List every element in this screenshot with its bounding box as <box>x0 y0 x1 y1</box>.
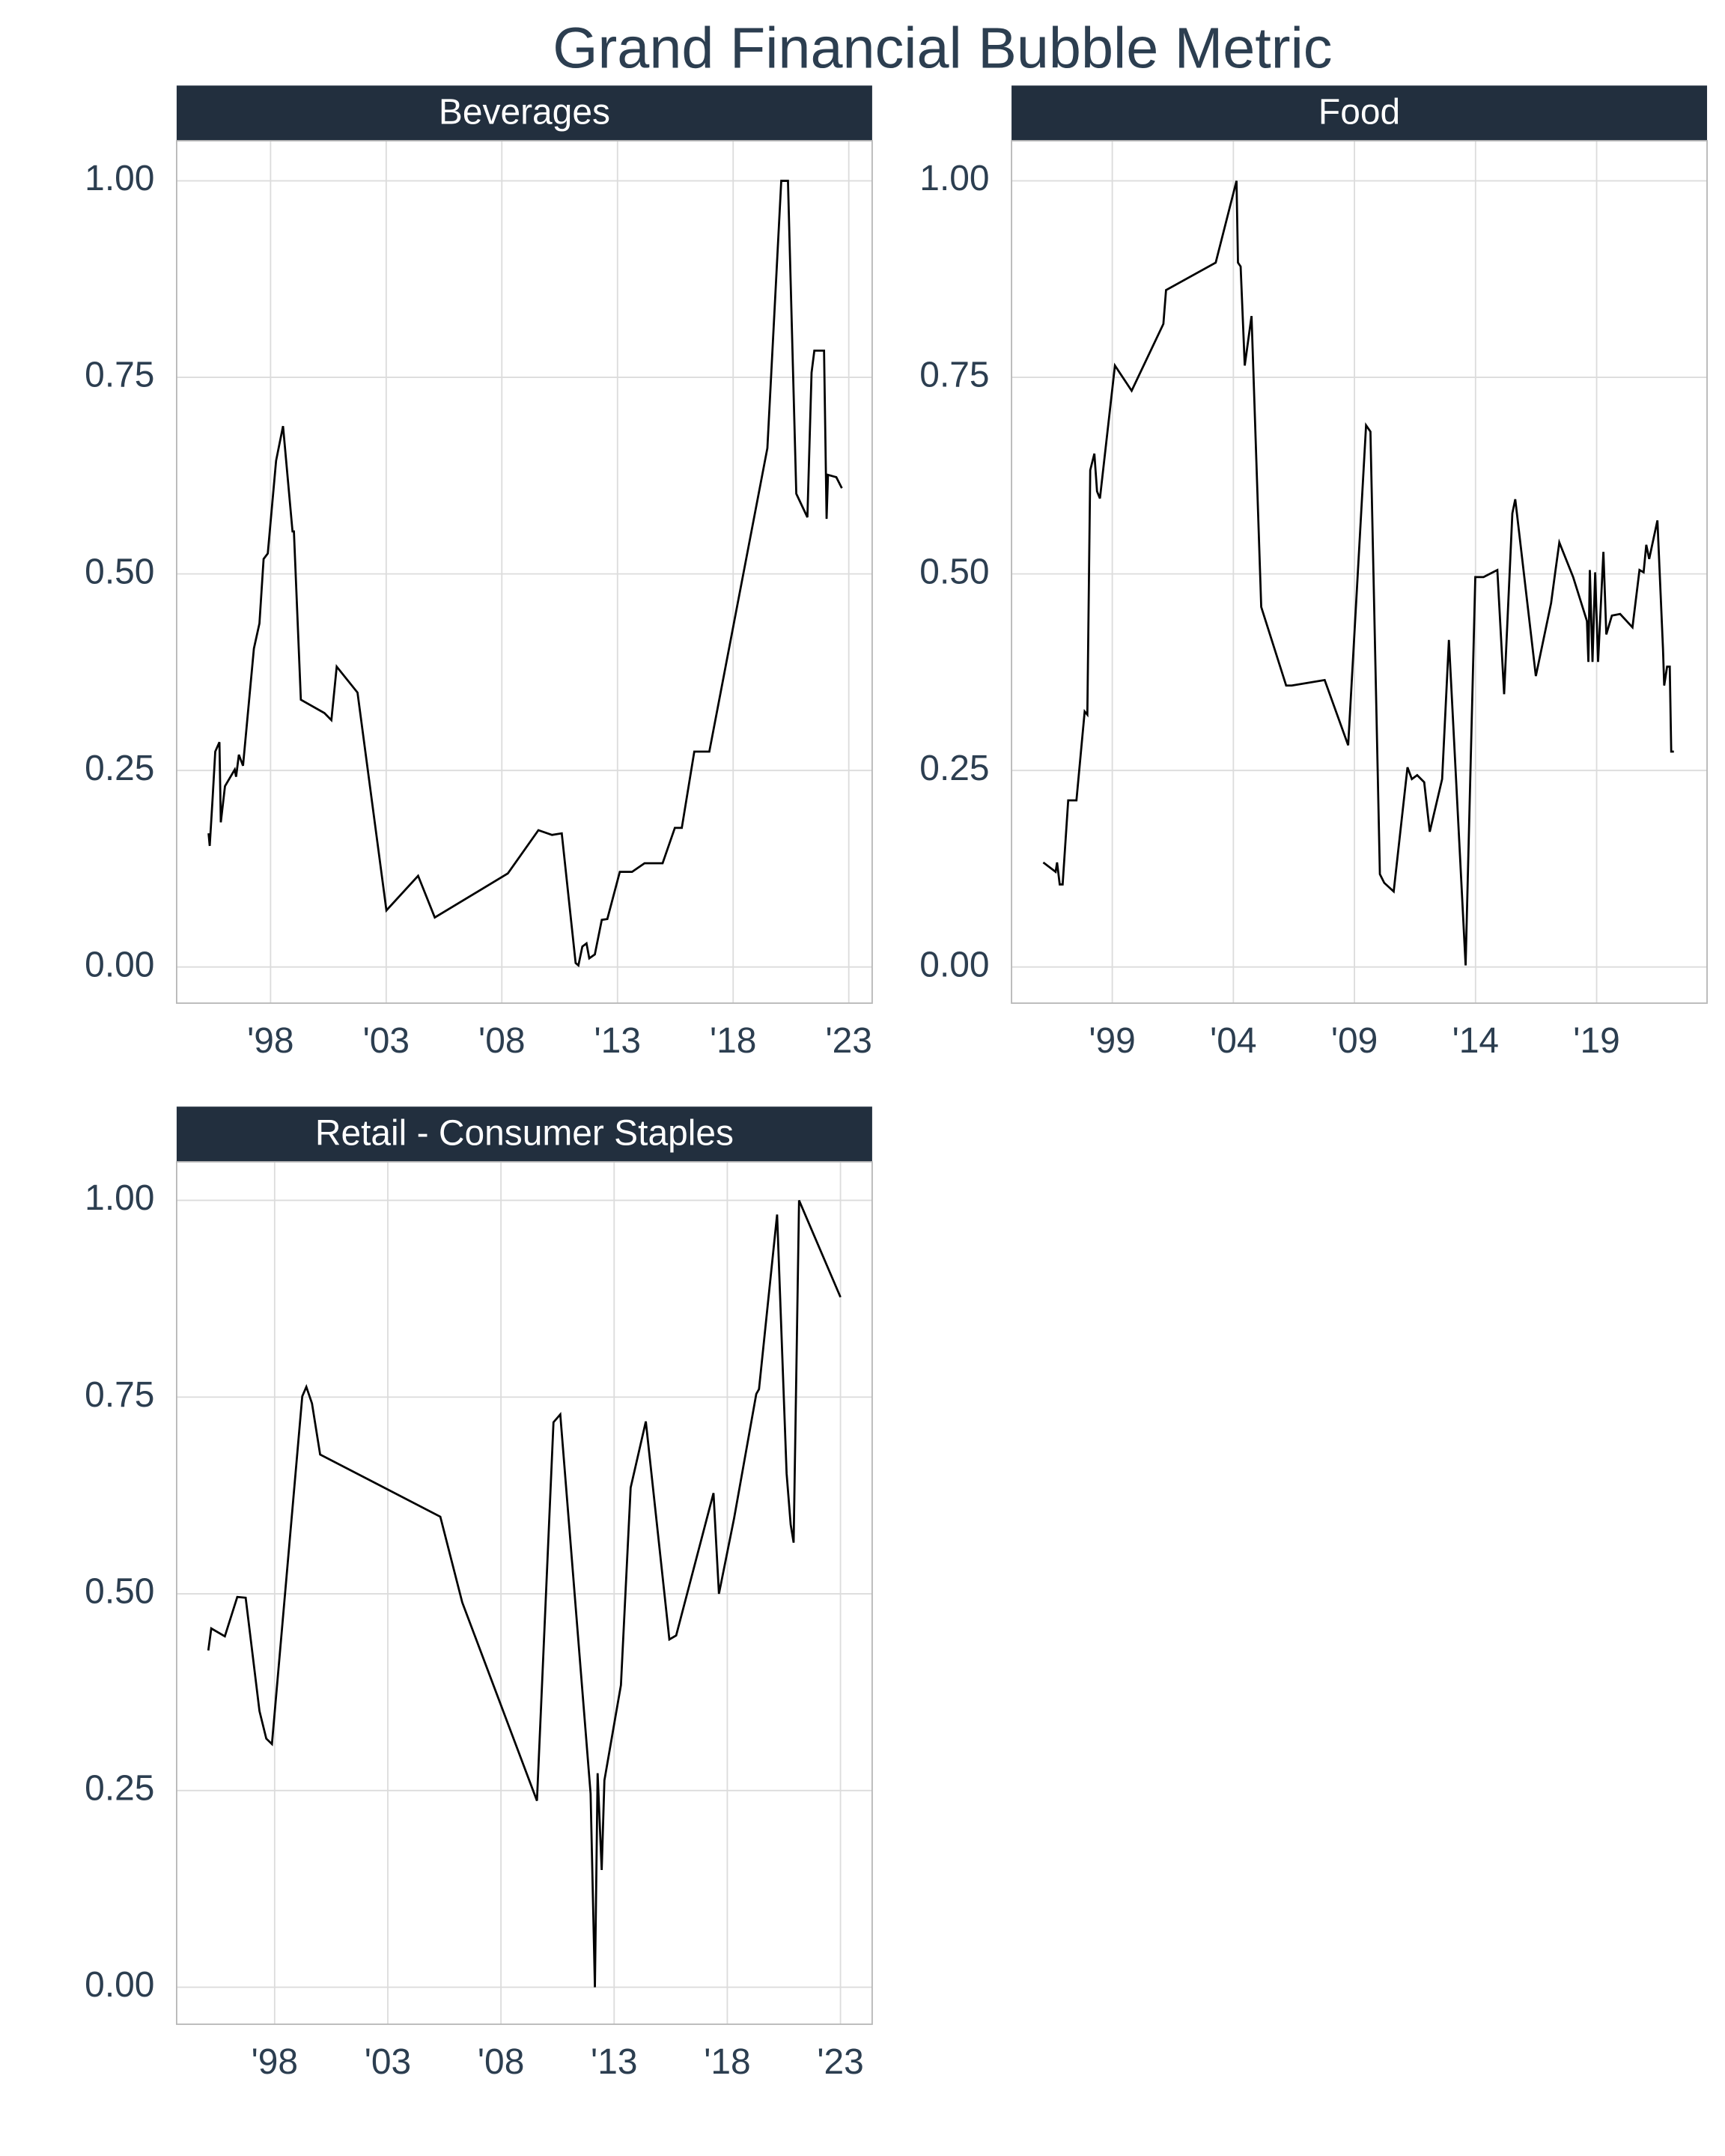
y-tick-label: 0.25 <box>85 1768 154 1808</box>
y-tick-label: 0.50 <box>919 552 989 591</box>
y-tick-label: 1.00 <box>85 159 154 198</box>
x-tick-label: '98 <box>247 1021 293 1061</box>
y-tick-label: 0.50 <box>85 552 154 591</box>
data-line <box>207 1199 842 1988</box>
panel-title: Retail - Consumer Staples <box>315 1114 734 1154</box>
y-tick-label: 0.25 <box>85 749 154 788</box>
x-tick-label: '03 <box>365 2042 411 2082</box>
data-line <box>1042 180 1674 966</box>
x-tick-label: '13 <box>594 1021 641 1061</box>
x-tick-label: '14 <box>1452 1021 1499 1061</box>
panel-border <box>176 140 873 1004</box>
panel-border <box>1011 140 1708 1004</box>
y-tick-label: 0.75 <box>85 356 154 395</box>
x-tick-label: '04 <box>1210 1021 1256 1061</box>
x-tick-label: '19 <box>1573 1021 1619 1061</box>
x-tick-label: '23 <box>825 1021 871 1061</box>
x-tick-label: '03 <box>363 1021 410 1061</box>
panel-title: Beverages <box>439 93 610 133</box>
y-tick-label: 0.00 <box>85 1965 154 2005</box>
panel-border <box>176 1161 873 2025</box>
page-title: Grand Financial Bubble Metric <box>553 16 1332 80</box>
y-tick-label: 0.00 <box>85 945 154 984</box>
x-tick-label: '23 <box>817 2042 863 2082</box>
strip <box>176 1106 872 1162</box>
x-tick-label: '13 <box>591 2042 637 2082</box>
x-tick-label: '09 <box>1331 1021 1378 1061</box>
strip <box>176 85 872 141</box>
x-tick-label: '99 <box>1089 1021 1135 1061</box>
y-tick-label: 0.75 <box>85 1375 154 1415</box>
x-tick-label: '08 <box>478 1021 525 1061</box>
strip <box>1011 85 1708 141</box>
y-tick-label: 0.25 <box>919 749 989 788</box>
y-tick-label: 1.00 <box>919 159 989 198</box>
y-tick-label: 0.50 <box>85 1572 154 1612</box>
x-tick-label: '98 <box>252 2042 298 2082</box>
y-tick-label: 0.75 <box>919 356 989 395</box>
y-tick-label: 0.00 <box>919 945 989 984</box>
data-line <box>207 180 843 968</box>
x-tick-label: '18 <box>710 1021 756 1061</box>
x-tick-label: '18 <box>704 2042 750 2082</box>
x-tick-label: '08 <box>478 2042 524 2082</box>
panel-title: Food <box>1318 93 1400 133</box>
y-tick-label: 1.00 <box>85 1178 154 1218</box>
